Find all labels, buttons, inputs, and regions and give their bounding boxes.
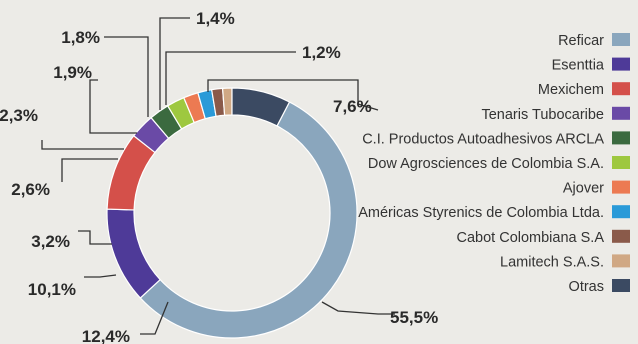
leader-reficar — [321, 301, 395, 315]
slice-esenttia — [106, 208, 161, 299]
leader-tenaris-tubocaribe — [78, 230, 112, 245]
legend-swatch-lamitech-s-a-s — [612, 254, 630, 268]
leader-ajover — [89, 79, 137, 134]
label-esenttia: 12,4% — [82, 327, 130, 344]
legend-label-cabot-colombiana-s-a: Cabot Colombiana S.A — [457, 230, 605, 246]
legend-swatch-dow-agrosciences-de-colombia-s-a — [612, 156, 630, 169]
legend-swatch-otras — [612, 279, 630, 292]
legend-swatch-reficar — [612, 33, 630, 46]
legend: Reficar Esenttia Mexichem Tenaris Tubocarib… — [358, 33, 630, 295]
legend-swatch-ajover — [612, 180, 630, 194]
leader-cabot-colombiana-s-a — [159, 17, 190, 110]
legend-swatch-cabot-colombiana-s-a — [612, 229, 630, 243]
leader-mexichem — [84, 274, 117, 278]
legend-swatch-americas-styrenics-de-colombia-ltda — [612, 205, 630, 219]
label-ajover: 1,9% — [53, 63, 92, 82]
leader-esenttia — [140, 301, 169, 335]
legend-label-lamitech-s-a-s: Lamitech S.A.S. — [500, 254, 604, 270]
legend-label-tenaris-tubocaribe: Tenaris Tubocaribe — [481, 107, 604, 123]
percent-labels: 55,5% 12,4% 10,1% 3,2% 2,6% 2,3% 1,9% 1,8% 1,4% 1… — [0, 9, 438, 344]
label-reficar: 55,5% — [390, 308, 438, 327]
donut-slices — [106, 87, 358, 339]
legend-label-mexichem: Mexichem — [538, 82, 604, 98]
leader-americas-styrenics-de-colombia-ltda — [104, 36, 149, 117]
label-tenaris-tubocaribe: 3,2% — [31, 232, 70, 251]
label-lamitech-s-a-s: 1,2% — [302, 43, 341, 62]
slice-otras — [231, 87, 291, 127]
leader-c-i-productos-autoadhesivos-arcla — [61, 158, 118, 182]
legend-label-esenttia: Esenttia — [552, 58, 605, 74]
label-americas-styrenics-de-colombia-ltda: 1,8% — [61, 28, 100, 47]
legend-label-ajover: Ajover — [563, 181, 604, 197]
label-c-i-productos-autoadhesivos-arcla: 2,6% — [11, 180, 50, 199]
label-cabot-colombiana-s-a: 1,4% — [196, 9, 235, 28]
leader-dow-agrosciences-de-colombia-s-a — [41, 140, 124, 150]
legend-label-dow-agrosciences-de-colombia-s-a: Dow Agrosciences de Colombia S.A. — [368, 156, 604, 172]
legend-swatch-esenttia — [612, 57, 630, 71]
leader-otras — [207, 79, 379, 111]
label-otras: 7,6% — [333, 97, 372, 116]
legend-label-americas-styrenics-de-colombia-ltda: Américas Styrenics de Colombia Ltda. — [358, 205, 604, 221]
leader-lamitech-s-a-s — [165, 51, 296, 105]
leader-lines — [41, 17, 395, 335]
legend-label-reficar: Reficar — [558, 33, 604, 49]
legend-swatch-mexichem — [612, 82, 630, 96]
legend-label-otras: Otras — [569, 279, 604, 295]
label-dow-agrosciences-de-colombia-s-a: 2,3% — [0, 106, 38, 125]
legend-swatch-c-i-productos-autoadhesivos-arcla — [612, 131, 630, 145]
legend-swatch-tenaris-tubocaribe — [612, 106, 630, 120]
label-mexichem: 10,1% — [28, 280, 76, 299]
slice-lamitech-s-a-s — [221, 87, 233, 116]
slice-reficar — [139, 101, 358, 339]
legend-label-c-i-productos-autoadhesivos-arcla: C.I. Productos Autoadhesivos ARCLA — [362, 131, 604, 147]
